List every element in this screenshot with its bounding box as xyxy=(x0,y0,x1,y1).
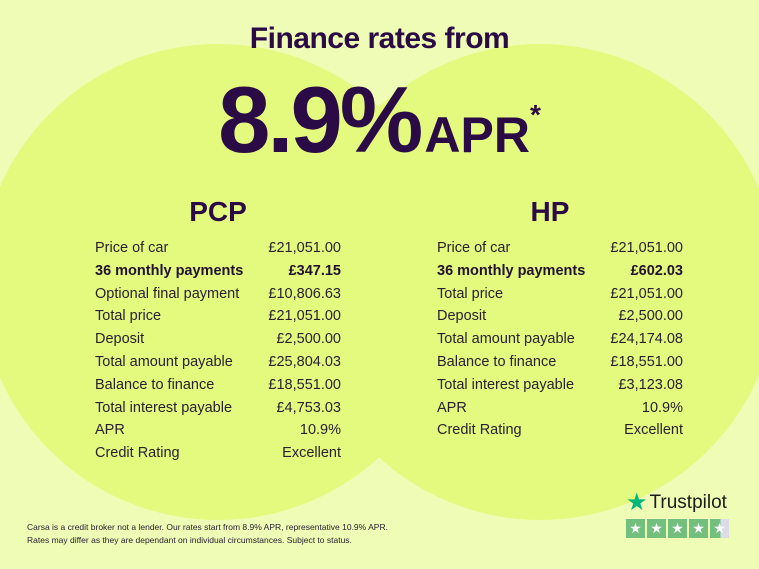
background-circle-right xyxy=(302,44,759,520)
row-value: £21,051.00 xyxy=(268,240,341,256)
row-value: £602.03 xyxy=(630,262,683,279)
rate-value: 8.9% xyxy=(218,67,423,172)
table-row: APR 10.9% xyxy=(437,397,683,420)
row-value: £24,174.08 xyxy=(610,331,683,348)
hp-title: HP xyxy=(530,196,570,227)
row-value: Excellent xyxy=(624,422,683,439)
row-value: £2,500.00 xyxy=(618,308,683,325)
table-row: Credit Rating Excellent xyxy=(95,442,341,465)
row-value: £2,500.00 xyxy=(276,331,341,348)
row-label: 36 monthly payments xyxy=(437,262,586,279)
row-label: Total price xyxy=(437,285,504,302)
pcp-title: PCP xyxy=(189,196,247,227)
row-label: APR xyxy=(437,399,467,416)
trustpilot-rating: ★ ★ ★ ★ ★ xyxy=(626,519,729,538)
row-value: £10,806.63 xyxy=(268,285,341,302)
row-label: Total interest payable xyxy=(95,399,233,416)
table-row: Price of car £21,051.00 xyxy=(95,237,341,260)
row-value: £21,051.00 xyxy=(268,308,341,325)
row-value: £21,051.00 xyxy=(610,240,683,256)
table-row: Total amount payable £24,174.08 xyxy=(437,328,683,351)
disclaimer-line-2: Rates may differ as they are dependant o… xyxy=(27,534,352,545)
row-label: Balance to finance xyxy=(437,353,557,370)
table-row: Total amount payable £25,804.03 xyxy=(95,351,341,374)
star-icon: ★ xyxy=(626,489,648,516)
table-row: Total price £21,051.00 xyxy=(95,305,341,328)
row-value: 10.9% xyxy=(299,422,341,439)
rate-suffix: APR xyxy=(424,107,530,163)
row-label: Credit Rating xyxy=(95,445,180,462)
table-row: Total interest payable £4,753.03 xyxy=(95,397,341,420)
row-label: Total price xyxy=(95,308,162,325)
row-value: 10.9% xyxy=(641,399,683,416)
table-row: Deposit £2,500.00 xyxy=(437,305,683,328)
rating-star-icon: ★ xyxy=(689,519,708,538)
table-row: APR 10.9% xyxy=(95,419,341,442)
table-row: Balance to finance £18,551.00 xyxy=(437,351,683,374)
row-value: £25,804.03 xyxy=(268,353,341,370)
row-value: £347.15 xyxy=(288,262,341,279)
disclaimer: Carsa is a credit broker not a lender. O… xyxy=(27,521,388,546)
row-value: £4,753.03 xyxy=(276,399,341,416)
headline: Finance rates from xyxy=(249,22,510,55)
row-label: Total amount payable xyxy=(95,353,233,370)
row-value: £18,551.00 xyxy=(610,353,683,370)
hp-table: Price of car £21,051.00 36 monthly payment… xyxy=(437,237,683,442)
trustpilot-badge[interactable]: ★ Trustpilot ★ ★ ★ ★ ★ xyxy=(626,489,729,538)
row-label: APR xyxy=(95,422,125,439)
row-label: Total amount payable xyxy=(437,331,575,348)
table-row: 36 monthly payments £602.03 xyxy=(437,260,683,283)
table-row: Balance to finance £18,551.00 xyxy=(95,374,341,397)
trustpilot-name: Trustpilot xyxy=(649,492,727,513)
table-row: 36 monthly payments £347.15 xyxy=(95,260,341,283)
table-row: Total interest payable £3,123.08 xyxy=(437,374,683,397)
disclaimer-line-1: Carsa is a credit broker not a lender. O… xyxy=(27,522,388,532)
row-label: Optional final payment xyxy=(95,285,240,302)
row-label: Credit Rating xyxy=(437,422,522,439)
row-value: £18,551.00 xyxy=(268,376,341,393)
row-value: £3,123.08 xyxy=(618,376,683,393)
row-label: Balance to finance xyxy=(95,376,215,393)
row-label: Price of car xyxy=(95,240,169,256)
asterisk: * xyxy=(529,99,541,130)
row-label: 36 monthly payments xyxy=(95,262,244,279)
table-row: Credit Rating Excellent xyxy=(437,419,683,442)
row-label: Deposit xyxy=(437,308,487,325)
rating-star-icon: ★ xyxy=(626,519,645,538)
rate-display: 8.9%APR* xyxy=(0,66,759,174)
row-value: £21,051.00 xyxy=(610,285,683,302)
table-row: Optional final payment £10,806.63 xyxy=(95,283,341,306)
rating-star-icon: ★ xyxy=(647,519,666,538)
rating-star-icon: ★ xyxy=(710,519,729,538)
rating-star-icon: ★ xyxy=(668,519,687,538)
row-value: Excellent xyxy=(282,445,341,462)
row-label: Price of car xyxy=(437,240,511,256)
row-label: Deposit xyxy=(95,331,145,348)
table-row: Price of car £21,051.00 xyxy=(437,237,683,260)
pcp-table: Price of car £21,051.00 36 monthly payment… xyxy=(95,237,341,465)
table-row: Deposit £2,500.00 xyxy=(95,328,341,351)
table-row: Total price £21,051.00 xyxy=(437,283,683,306)
row-label: Total interest payable xyxy=(437,376,575,393)
